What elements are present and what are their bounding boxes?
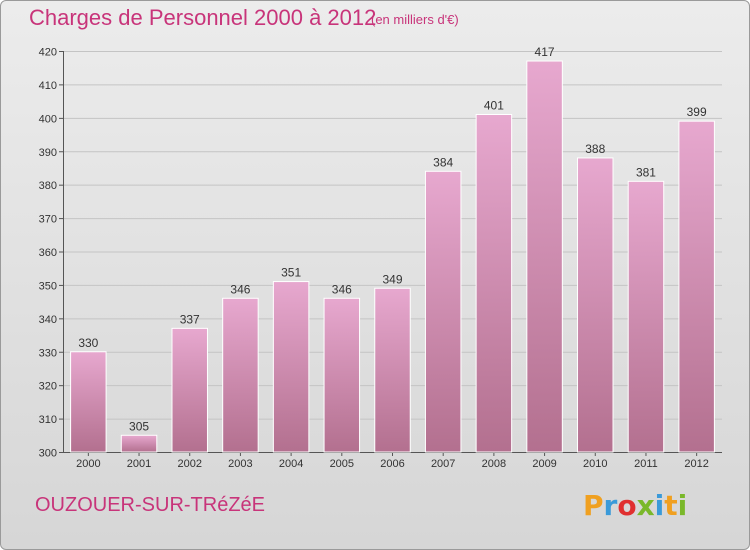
y-tick-label: 330	[39, 347, 57, 359]
x-tick-label: 2005	[330, 458, 354, 470]
x-tick-label: 2003	[228, 458, 252, 470]
bar-2008	[475, 113, 513, 453]
y-tick-label: 300	[39, 448, 57, 460]
y-tick-label: 360	[39, 247, 57, 259]
bar-value-label: 330	[78, 336, 98, 350]
x-tick-label: 2011	[634, 458, 658, 470]
bar-value-label: 401	[484, 98, 504, 112]
y-tick-label: 410	[39, 80, 57, 92]
bar-2003	[222, 297, 259, 453]
tick-labels: 300 310 320 330 340 350 360 370 380 390 400 410 420 2…	[39, 47, 709, 471]
y-tick-label: 400	[39, 113, 57, 125]
bar-2005	[323, 297, 361, 453]
chart-unit: (en milliers d'€)	[371, 12, 459, 27]
bar-2001	[120, 434, 158, 453]
bars	[70, 60, 715, 453]
x-tick-label: 2010	[583, 458, 607, 470]
y-tick-label: 320	[39, 381, 57, 393]
x-tick-label: 2007	[431, 458, 455, 470]
bar-value-label: 381	[636, 165, 656, 179]
bar-2004	[272, 281, 310, 453]
bar-value-label: 351	[281, 266, 301, 280]
x-tick-label: 2004	[279, 458, 303, 470]
bar-2002	[171, 327, 208, 453]
bar-2010	[577, 157, 614, 453]
logo-letter: r	[603, 489, 618, 522]
bar-value-label: 349	[382, 272, 402, 286]
bar-2006	[374, 287, 411, 453]
bar-value-label: 337	[180, 312, 200, 326]
proxiti-logo: Proxiti	[583, 489, 687, 522]
x-tick-label: 2002	[177, 458, 201, 470]
bar-value-label: 399	[687, 105, 707, 119]
x-tick-label: 2009	[532, 458, 556, 470]
bar-2009	[526, 60, 563, 453]
y-tick-label: 420	[39, 47, 57, 59]
logo-letter: t	[664, 489, 678, 522]
y-tick-label: 350	[39, 280, 57, 292]
bar-value-label: 346	[332, 282, 352, 296]
y-tick-label: 370	[39, 214, 57, 226]
y-tick-label: 380	[39, 180, 57, 192]
x-tick-label: 2001	[127, 458, 151, 470]
y-tick-label: 340	[39, 314, 57, 326]
chart-title: Charges de Personnel 2000 à 2012	[29, 5, 377, 30]
y-tick-label: 390	[39, 147, 57, 159]
bar-2011	[627, 180, 665, 453]
bar-value-label: 417	[535, 45, 555, 59]
logo-letter: i	[677, 489, 688, 522]
x-tick-label: 2012	[684, 458, 708, 470]
x-tick-label: 2000	[76, 458, 100, 470]
logo-letter: x	[636, 489, 655, 522]
logo-letter: o	[617, 489, 637, 522]
bar-value-label: 305	[129, 419, 149, 433]
bar-value-label: 384	[433, 155, 453, 169]
x-tick-label: 2006	[380, 458, 404, 470]
bar-value-label: 388	[585, 142, 605, 156]
bar-value-labels: 330 305 337 346 351 346 349 384 401 417 388 381 399	[78, 45, 707, 433]
bar-value-label: 346	[230, 282, 250, 296]
bar-2000	[70, 351, 107, 453]
logo-letter: P	[583, 489, 604, 522]
bar-2007	[424, 170, 462, 453]
logo-letter: i	[654, 489, 665, 522]
y-tick-label: 310	[39, 414, 57, 426]
commune-name: OUZOUER-SUR-TRéZéE	[35, 494, 266, 516]
x-tick-label: 2008	[482, 458, 506, 470]
bar-2012	[678, 120, 715, 453]
